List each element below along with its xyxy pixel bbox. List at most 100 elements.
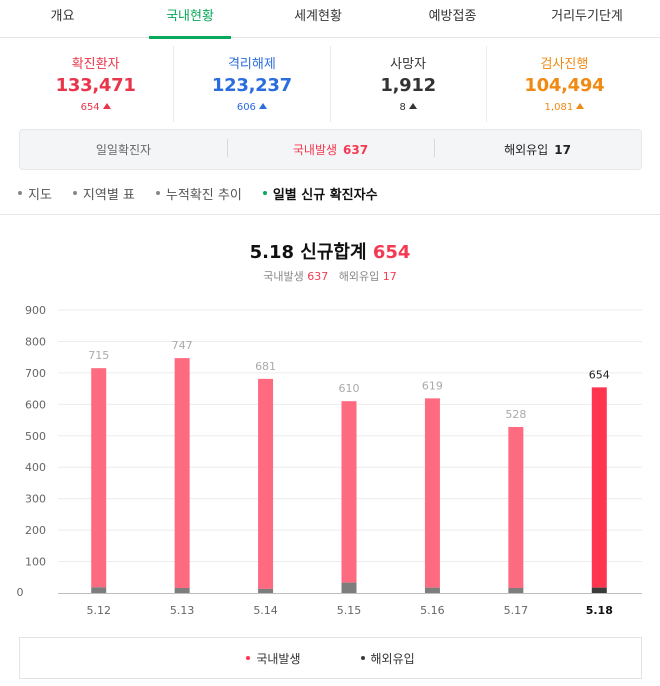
y-tick-label: 0 bbox=[17, 586, 24, 599]
bullet-icon bbox=[155, 191, 160, 195]
stat-delta-value: 8 bbox=[399, 102, 406, 113]
summary-stats: 확진환자 133,471 654 격리해제 123,237 606 사망자 1,… bbox=[18, 46, 642, 122]
y-tick-label: 700 bbox=[25, 367, 46, 380]
daily-domestic-value: 637 bbox=[343, 143, 369, 157]
stat-testing: 검사진행 104,494 1,081 bbox=[487, 46, 642, 122]
daily-overseas-label: 해외유입 bbox=[504, 143, 549, 157]
daily-overseas-value: 17 bbox=[554, 143, 571, 157]
data-label: 715 bbox=[88, 349, 109, 362]
legend-label: 해외유입 bbox=[370, 651, 415, 666]
stat-delta: 654 bbox=[18, 102, 173, 116]
bar-domestic bbox=[424, 398, 440, 588]
legend-dot-icon bbox=[360, 656, 365, 660]
legend-domestic[interactable]: 국내발생 bbox=[246, 650, 301, 667]
y-tick-label: 100 bbox=[25, 556, 46, 569]
subnav-label: 지역별 표 bbox=[82, 187, 135, 203]
tab-vaccination[interactable]: 예방접종 bbox=[428, 9, 477, 24]
daily-domestic-label: 국내발생 bbox=[292, 143, 338, 157]
subnav-daily-new[interactable]: 일별 신규 확진자수 bbox=[262, 183, 378, 203]
up-arrow-icon bbox=[258, 103, 267, 109]
daily-label: 일일확진자 bbox=[95, 143, 152, 157]
x-tick-label: 5.18 bbox=[586, 604, 613, 617]
data-label: 681 bbox=[255, 360, 276, 373]
x-tick-label: 5.13 bbox=[170, 604, 195, 617]
daily-breakdown: 일일확진자 국내발생 637 해외유입 17 bbox=[19, 129, 642, 170]
chart-sub-domestic-value: 637 bbox=[307, 270, 329, 283]
x-tick-label: 5.14 bbox=[253, 604, 278, 617]
bar-overseas bbox=[258, 588, 274, 593]
data-label: 619 bbox=[422, 379, 443, 392]
x-tick-label: 5.16 bbox=[420, 604, 445, 617]
bar-overseas bbox=[91, 587, 107, 593]
stat-value: 133,471 bbox=[55, 75, 136, 96]
bullet-icon bbox=[262, 191, 267, 195]
bar-overseas bbox=[174, 587, 190, 593]
bullet-icon bbox=[18, 191, 22, 195]
bar-overseas bbox=[591, 587, 607, 593]
x-tick-label: 5.15 bbox=[337, 604, 362, 617]
y-tick-label: 600 bbox=[25, 398, 46, 411]
chart-title-text: 신규합계 bbox=[300, 242, 367, 263]
subnav-label: 누적확진 추이 bbox=[165, 187, 242, 203]
subnav-label: 지도 bbox=[28, 187, 52, 203]
section-divider bbox=[0, 214, 660, 215]
tab-domestic[interactable]: 국내현황 bbox=[149, 0, 231, 39]
subnav-label: 일별 신규 확진자수 bbox=[272, 187, 378, 203]
chart-title-date: 5.18 bbox=[249, 242, 295, 263]
tab-overview[interactable]: 개요 bbox=[50, 9, 75, 24]
subnav-map[interactable]: 지도 bbox=[18, 183, 52, 203]
stat-confirmed: 확진환자 133,471 654 bbox=[18, 46, 175, 122]
chart-sub-overseas-value: 17 bbox=[382, 270, 397, 283]
legend-label: 국내발생 bbox=[256, 651, 301, 666]
chart-subnav: 지도 지역별 표 누적확진 추이 일별 신규 확진자수 bbox=[18, 183, 399, 203]
chart-subtitle: 국내발생 637 해외유입 17 bbox=[0, 268, 660, 284]
stat-delta-value: 1,081 bbox=[544, 102, 574, 113]
bullet-icon bbox=[72, 191, 77, 195]
data-label: 654 bbox=[589, 368, 610, 381]
chart-sub-overseas-label: 해외유입 bbox=[338, 270, 380, 283]
bar-overseas bbox=[341, 582, 357, 593]
tab-distancing[interactable]: 거리두기단계 bbox=[551, 9, 623, 24]
legend-overseas[interactable]: 해외유입 bbox=[360, 650, 415, 667]
y-tick-label: 200 bbox=[25, 524, 46, 537]
chart-legend: 국내발생 해외유입 bbox=[19, 637, 642, 679]
bar-domestic bbox=[91, 368, 107, 588]
stat-delta: 1,081 bbox=[487, 102, 642, 116]
chart-title: 5.18 신규합계 654 bbox=[0, 238, 660, 264]
up-arrow-icon bbox=[576, 103, 585, 109]
y-tick-label: 800 bbox=[25, 335, 46, 348]
subnav-cumulative[interactable]: 누적확진 추이 bbox=[155, 183, 242, 203]
bar-domestic bbox=[258, 378, 274, 589]
stat-delta-value: 606 bbox=[236, 102, 256, 113]
x-tick-label: 5.17 bbox=[504, 604, 529, 617]
bar-domestic bbox=[591, 387, 607, 588]
chart-title-total: 654 bbox=[372, 242, 411, 263]
y-tick-label: 500 bbox=[25, 430, 46, 443]
bar-domestic bbox=[508, 426, 524, 588]
y-tick-label: 400 bbox=[25, 461, 46, 474]
stat-value: 104,494 bbox=[524, 75, 605, 96]
up-arrow-icon bbox=[102, 103, 111, 109]
tab-world[interactable]: 세계현황 bbox=[294, 9, 342, 24]
chart-sub-domestic-label: 국내발생 bbox=[263, 270, 304, 283]
stat-label: 확진환자 bbox=[71, 57, 120, 72]
y-tick-label: 900 bbox=[25, 304, 46, 317]
stat-label: 사망자 bbox=[390, 57, 427, 72]
bar-overseas bbox=[424, 587, 440, 593]
stat-value: 1,912 bbox=[380, 75, 436, 96]
stat-released: 격리해제 123,237 606 bbox=[174, 46, 331, 122]
stat-label: 격리해제 bbox=[227, 57, 276, 72]
bar-domestic bbox=[174, 358, 190, 588]
stat-delta-value: 654 bbox=[80, 102, 100, 113]
daily-cases-chart: 0 100 200 300 400 500 600 700 800 900 715 5.12 747 5.… bbox=[17, 304, 642, 617]
bar-domestic bbox=[341, 401, 357, 583]
stat-delta: 606 bbox=[174, 102, 329, 116]
top-tab-bar: 개요 국내현황 세계현황 예방접종 거리두기단계 bbox=[0, 0, 660, 39]
stat-label: 검사진행 bbox=[540, 57, 589, 72]
stat-value: 123,237 bbox=[211, 75, 292, 96]
bar-overseas bbox=[508, 587, 524, 593]
legend-dot-icon bbox=[246, 656, 251, 660]
stat-deaths: 사망자 1,912 8 bbox=[331, 46, 487, 122]
daily-domestic: 국내발생 637 bbox=[227, 139, 434, 158]
subnav-region-table[interactable]: 지역별 표 bbox=[72, 183, 135, 203]
